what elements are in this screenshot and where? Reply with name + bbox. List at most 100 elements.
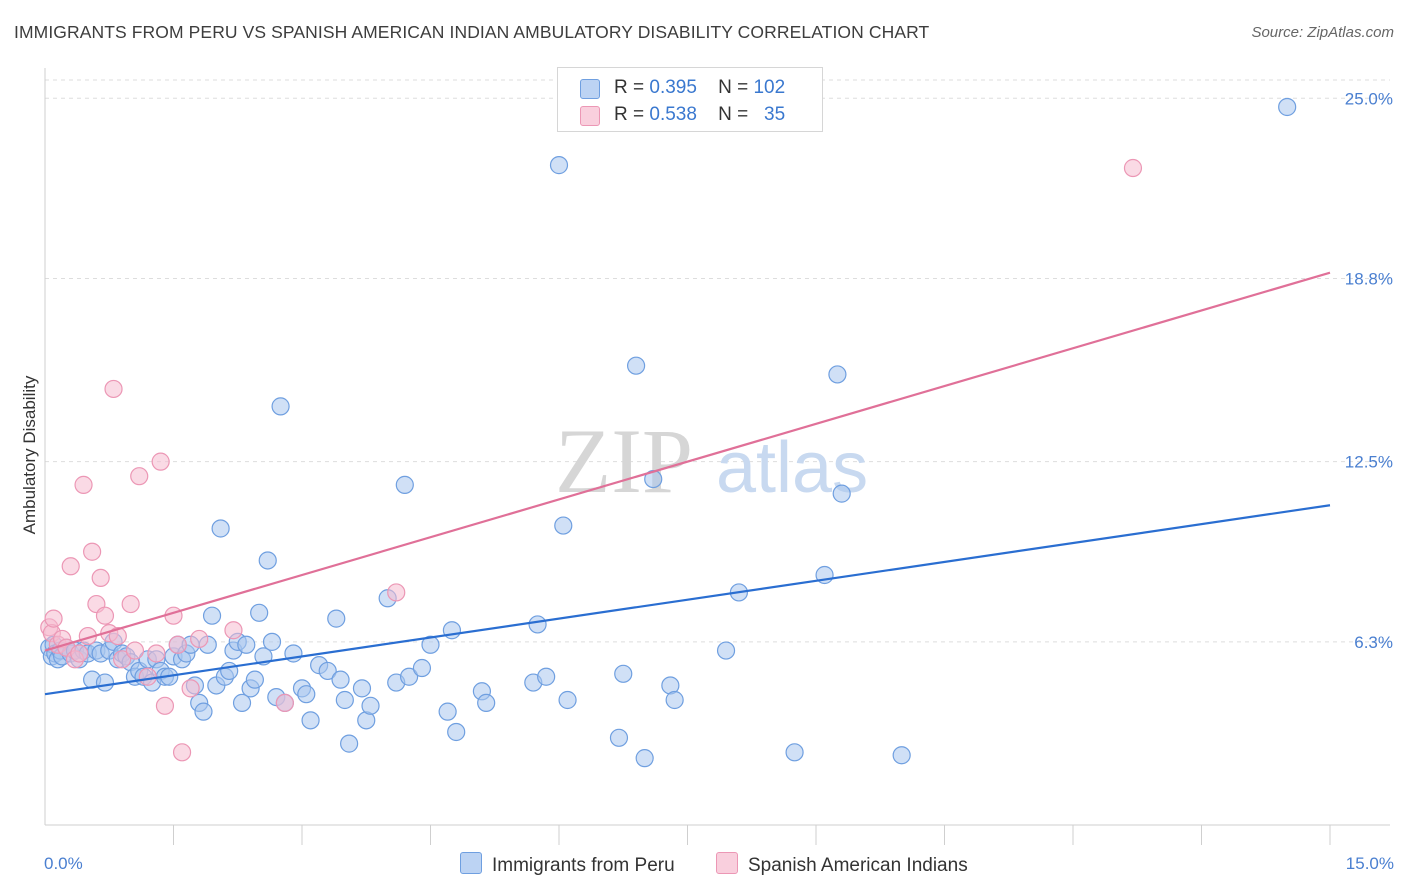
- spanish-american-indian-point: [61, 557, 80, 576]
- legend-r-value-blue: 0.395: [649, 77, 697, 98]
- peru-point: [297, 685, 316, 704]
- spanish-american-indian-point: [181, 679, 200, 698]
- spanish-american-indian-point: [164, 606, 183, 625]
- peru-point: [395, 475, 414, 494]
- spanish-american-indian-point: [112, 650, 132, 669]
- spanish-american-indian-point: [125, 641, 145, 660]
- y-axis-title: Ambulatory Disability: [20, 375, 39, 534]
- bottom-legend-pink: Spanish American Indians: [716, 852, 968, 877]
- spanish-american-indian-point: [138, 667, 157, 686]
- x-tick-label: 0.0%: [44, 854, 83, 873]
- spanish-american-indian-point: [108, 626, 127, 646]
- peru-point: [716, 641, 736, 660]
- peru-point: [361, 696, 380, 715]
- peru-point: [237, 635, 256, 654]
- peru-point: [202, 606, 222, 625]
- peru-point: [665, 690, 684, 710]
- peru-point: [1278, 97, 1297, 117]
- spanish-american-indian-point: [275, 693, 294, 713]
- spanish-american-indian-point: [130, 467, 149, 486]
- peru-point: [832, 484, 851, 503]
- spanish-american-indian-point: [91, 568, 110, 588]
- peru-point: [528, 615, 547, 634]
- spanish-american-indian-point: [224, 621, 243, 640]
- spanish-american-indian-point: [104, 379, 123, 399]
- peru-point: [301, 711, 320, 730]
- watermark-zip: ZIP: [555, 410, 693, 512]
- legend: R = 0.395 N = 102 R = 0.538 N = 35: [557, 67, 823, 132]
- legend-swatch-pink: [580, 106, 600, 126]
- watermark: ZIP atlas: [555, 410, 868, 512]
- grid-layer: [45, 79, 1390, 643]
- spanish-american-indian-point: [1123, 158, 1143, 178]
- spanish-american-indian-point: [70, 644, 89, 663]
- legend-r-label: R =: [614, 104, 645, 125]
- trend-layer: [44, 271, 1331, 696]
- peru-point: [271, 397, 290, 416]
- peru-point: [421, 635, 440, 654]
- spanish-american-indian-point: [74, 475, 93, 494]
- y-tick-label: 6.3%: [1354, 633, 1393, 652]
- chart-title: IMMIGRANTS FROM PERU VS SPANISH AMERICAN…: [14, 22, 930, 42]
- bottom-legend-label-pink: Spanish American Indians: [748, 855, 968, 876]
- peru-point: [626, 356, 646, 375]
- peru-point: [438, 702, 457, 721]
- peru-point: [549, 156, 569, 175]
- peru-point: [477, 693, 496, 713]
- peru-point: [412, 658, 432, 678]
- spanish-american-indian-point: [121, 594, 140, 614]
- spanish-american-indian-point: [95, 606, 115, 625]
- peru-point: [220, 661, 239, 681]
- spanish-american-indian-point: [44, 609, 63, 628]
- peru-point: [211, 519, 230, 538]
- spanish-american-indian-point: [83, 542, 102, 561]
- bottom-legend-blue: Immigrants from Peru: [460, 852, 675, 877]
- legend-r-label: R =: [614, 77, 645, 98]
- spanish-american-indian-point: [155, 696, 175, 715]
- spanish-american-indian-point: [190, 629, 209, 649]
- spanish-american-indian-point: [387, 583, 406, 602]
- spanish-american-indian-point: [172, 743, 192, 762]
- peru-point: [609, 728, 629, 747]
- peru-point: [335, 690, 354, 710]
- peru-point: [245, 670, 264, 689]
- peru-point: [327, 609, 346, 628]
- legend-n-value-pink: 35: [764, 104, 786, 125]
- peru-point: [892, 746, 911, 765]
- peru-point: [635, 749, 654, 768]
- peru-point: [232, 693, 252, 713]
- peru-point: [340, 734, 359, 753]
- peru-point: [258, 551, 277, 570]
- y-tick-label: 25.0%: [1345, 89, 1393, 108]
- y-tick-label: 12.5%: [1345, 453, 1393, 472]
- peru-point: [537, 667, 556, 686]
- axis-layer: [44, 68, 1390, 845]
- peru-point: [194, 702, 213, 721]
- peru-point: [828, 365, 847, 384]
- label-layer: 6.3% 12.5% 18.8% 25.0% 0.0% 15.0%: [44, 89, 1394, 873]
- bottom-legend-label-blue: Immigrants from Peru: [492, 855, 675, 876]
- peru-point: [262, 632, 282, 651]
- peru-point: [399, 667, 419, 686]
- peru-point: [554, 516, 573, 535]
- legend-n-label: N =: [718, 77, 749, 98]
- peru-point: [95, 673, 115, 692]
- peru-point: [250, 603, 269, 622]
- legend-swatch-blue: [580, 79, 600, 99]
- peru-point: [447, 722, 466, 742]
- peru-point: [614, 664, 633, 683]
- y-tick-label: 18.8%: [1345, 269, 1393, 288]
- legend-n-label: N =: [718, 104, 749, 125]
- legend-n-value-blue: 102: [753, 77, 786, 98]
- spanish-american-indian-point: [168, 635, 187, 654]
- spanish-american-indian-point: [151, 452, 170, 471]
- peru-point: [331, 670, 350, 689]
- peru-point: [352, 679, 372, 698]
- spanish-american-indian-trend-line: [44, 271, 1331, 652]
- legend-r-value-pink: 0.538: [649, 104, 697, 125]
- peru-trend-line: [44, 504, 1331, 696]
- x-tick-label: 15.0%: [1346, 854, 1394, 873]
- chart-source: Source: ZipAtlas.com: [1251, 24, 1394, 41]
- spanish-american-indian-point: [147, 644, 166, 663]
